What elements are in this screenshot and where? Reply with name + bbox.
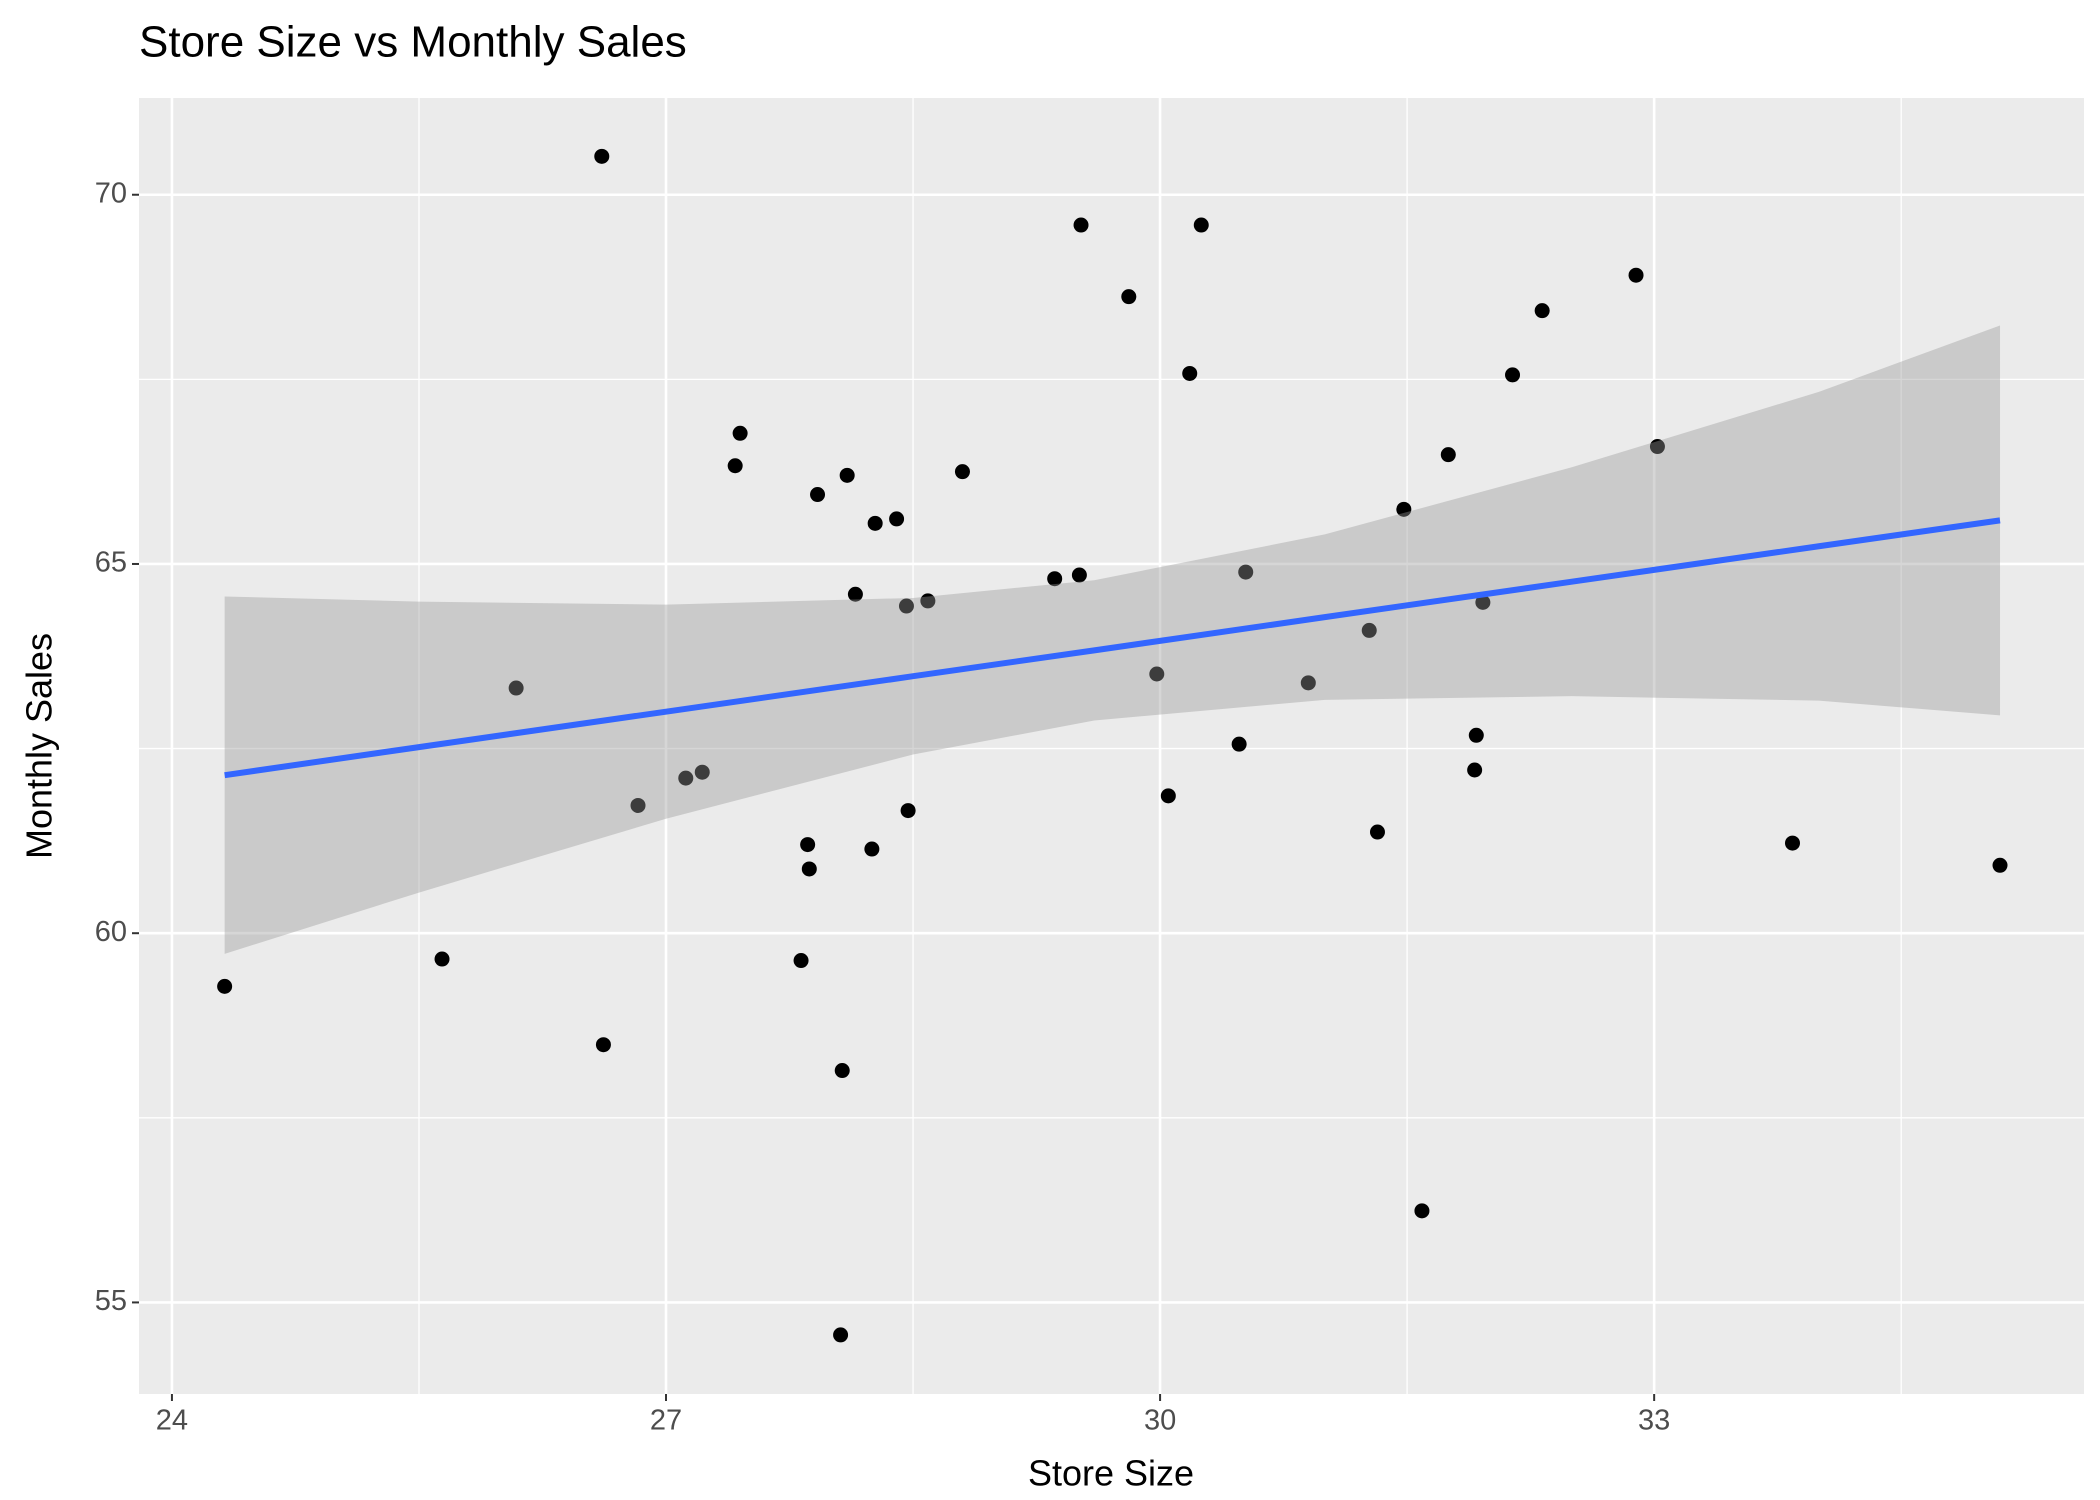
fit-line xyxy=(224,517,2001,779)
point xyxy=(1121,289,1137,305)
point xyxy=(793,953,809,969)
point xyxy=(1628,267,1644,283)
point xyxy=(920,593,936,609)
x-tick-label: 33 xyxy=(1638,1405,1670,1437)
point xyxy=(1149,666,1165,682)
point xyxy=(1073,217,1089,233)
point xyxy=(864,841,880,857)
point xyxy=(847,586,863,602)
point xyxy=(508,680,524,696)
x-tick-label: 27 xyxy=(650,1405,682,1437)
point xyxy=(678,770,694,786)
point xyxy=(1784,835,1800,851)
point xyxy=(1361,622,1377,638)
point xyxy=(834,1063,850,1079)
point xyxy=(630,797,646,813)
point xyxy=(732,425,748,441)
point xyxy=(1649,439,1665,455)
point xyxy=(810,487,826,503)
point xyxy=(1193,217,1209,233)
point xyxy=(1505,367,1521,383)
point xyxy=(839,467,855,483)
point xyxy=(1468,727,1484,743)
point xyxy=(1369,824,1385,840)
point xyxy=(1238,564,1254,580)
point xyxy=(595,1037,611,1053)
point xyxy=(1467,762,1483,778)
point xyxy=(1231,736,1247,752)
panel xyxy=(139,98,2084,1394)
point xyxy=(217,978,233,994)
point xyxy=(1440,447,1456,463)
x-tick-label: 30 xyxy=(1144,1405,1176,1437)
y-tick-label: 70 xyxy=(95,177,127,209)
point xyxy=(1047,571,1063,587)
point xyxy=(1396,501,1412,517)
point xyxy=(889,511,905,527)
point xyxy=(833,1327,849,1343)
x-axis-label: Store Size xyxy=(1028,1453,1194,1494)
point xyxy=(1182,365,1198,381)
y-tick-label: 65 xyxy=(95,547,127,579)
point xyxy=(727,458,743,474)
point xyxy=(898,598,914,614)
point xyxy=(594,148,610,164)
point xyxy=(1071,567,1087,583)
point xyxy=(801,861,817,877)
point xyxy=(1475,594,1491,610)
point xyxy=(1160,788,1176,804)
chart-title: Store Size vs Monthly Sales xyxy=(139,18,687,67)
point xyxy=(434,951,450,967)
point xyxy=(954,464,970,480)
point xyxy=(1534,303,1550,319)
point xyxy=(1992,857,2008,873)
confidence-band xyxy=(224,325,2001,954)
point xyxy=(867,515,883,531)
point xyxy=(694,764,710,780)
y-axis-label: Monthly Sales xyxy=(19,633,60,859)
point xyxy=(1414,1203,1430,1219)
point xyxy=(900,803,916,819)
point xyxy=(1300,675,1316,691)
x-tick-label: 24 xyxy=(156,1405,188,1437)
point xyxy=(800,837,816,853)
y-tick-label: 60 xyxy=(95,916,127,948)
y-tick-label: 55 xyxy=(95,1285,127,1317)
